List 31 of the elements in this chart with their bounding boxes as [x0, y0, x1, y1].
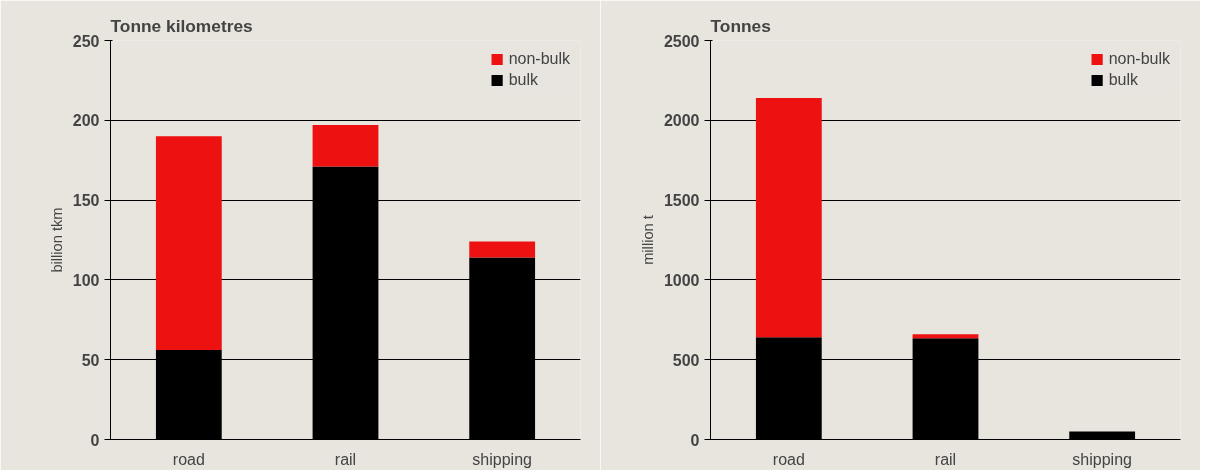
y-tick-label: 500	[672, 351, 700, 369]
y-tick-label: 2500	[663, 32, 700, 50]
y-tick-label: 0	[690, 431, 700, 449]
x-tick-label: road	[772, 450, 805, 468]
x-tick-label: shipping	[1072, 450, 1132, 468]
x-tick-label: road	[172, 450, 205, 468]
x-tick-label: shipping	[472, 450, 532, 468]
chart-title: Tonnes	[710, 15, 771, 36]
chart-title: Tonne kilometres	[110, 15, 253, 36]
legend-label: bulk	[1108, 71, 1138, 89]
y-axis-title: billion tkm	[48, 207, 65, 273]
legend-label: non-bulk	[1108, 50, 1170, 68]
y-tick-label: 50	[81, 351, 100, 369]
y-tick-label: 0	[90, 431, 100, 449]
bar	[755, 97, 822, 338]
y-axis-title: million t	[639, 215, 656, 265]
y-tick-label: 100	[72, 271, 100, 289]
y-tick-label: 1500	[663, 192, 700, 210]
y-tick-label: 2000	[663, 112, 700, 130]
bar	[312, 125, 379, 167]
y-tick-label: 150	[72, 192, 100, 210]
legend-label: bulk	[508, 71, 538, 89]
y-tick-label: 250	[72, 32, 100, 50]
bar	[155, 136, 222, 351]
y-tick-label: 1000	[663, 271, 700, 289]
x-tick-label: rail	[334, 450, 357, 468]
x-tick-label: rail	[934, 450, 957, 468]
legend-label: non-bulk	[508, 50, 570, 68]
bar	[469, 241, 536, 258]
bar	[912, 334, 979, 339]
y-tick-label: 200	[72, 112, 100, 130]
